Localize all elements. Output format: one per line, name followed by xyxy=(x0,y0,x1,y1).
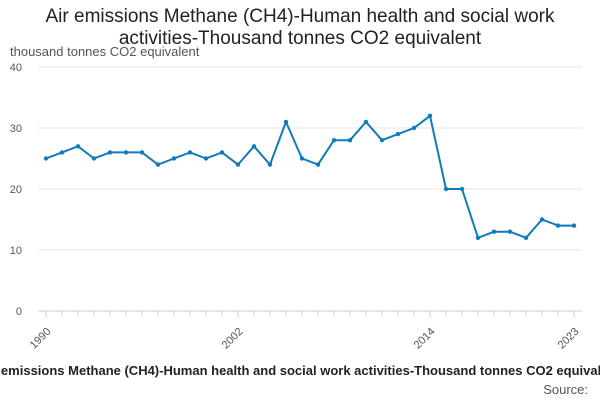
data-point xyxy=(395,131,401,137)
y-tick-label: 20 xyxy=(10,184,22,196)
source-label: Source: xyxy=(543,382,588,397)
data-point xyxy=(475,235,481,240)
data-point xyxy=(123,150,129,155)
data-point xyxy=(507,229,513,234)
data-point xyxy=(443,186,449,192)
data-point xyxy=(139,150,145,155)
data-point xyxy=(219,150,225,155)
data-point xyxy=(571,223,577,228)
data-point xyxy=(363,119,369,125)
data-point xyxy=(155,162,161,167)
series-line xyxy=(45,114,574,239)
x-tick-label: 1990 xyxy=(28,326,54,352)
data-point xyxy=(379,138,385,143)
data-point xyxy=(427,113,433,119)
data-point xyxy=(331,138,337,143)
data-point xyxy=(411,125,417,131)
data-point xyxy=(235,162,241,167)
data-point xyxy=(267,162,273,167)
y-axis-unit-label: thousand tonnes CO2 equivalent xyxy=(10,44,200,59)
y-tick-label: 30 xyxy=(10,123,22,135)
x-tick-label: 2023 xyxy=(556,326,582,352)
y-tick-label: 40 xyxy=(10,62,22,74)
x-tick-label: 2014 xyxy=(412,326,438,352)
x-tick-label: 2002 xyxy=(220,326,246,352)
data-point xyxy=(299,156,305,161)
data-point xyxy=(187,150,193,155)
data-point xyxy=(539,217,545,222)
data-point xyxy=(171,156,177,161)
chart-title-line1: Air emissions Methane (CH4)-Human health… xyxy=(45,6,555,27)
data-point xyxy=(347,138,353,143)
data-point xyxy=(491,229,497,234)
data-point xyxy=(43,156,49,161)
y-tick-label: 0 xyxy=(16,306,22,318)
data-point xyxy=(91,156,97,161)
data-point xyxy=(555,223,561,228)
data-point xyxy=(203,156,209,161)
chart-caption: Air emissions Methane (CH4)-Human health… xyxy=(0,363,600,378)
data-point xyxy=(283,119,289,125)
chart-title-line2: activities-Thousand tonnes CO2 equivalen… xyxy=(118,28,482,49)
data-point xyxy=(107,150,113,155)
data-point xyxy=(59,150,65,155)
y-tick-label: 10 xyxy=(10,245,22,257)
data-point xyxy=(315,162,321,167)
chart-title: Air emissions Methane (CH4)-Human health… xyxy=(0,6,600,50)
data-point xyxy=(251,144,257,149)
data-point xyxy=(75,144,81,149)
data-point xyxy=(459,186,465,192)
data-point xyxy=(523,235,529,240)
